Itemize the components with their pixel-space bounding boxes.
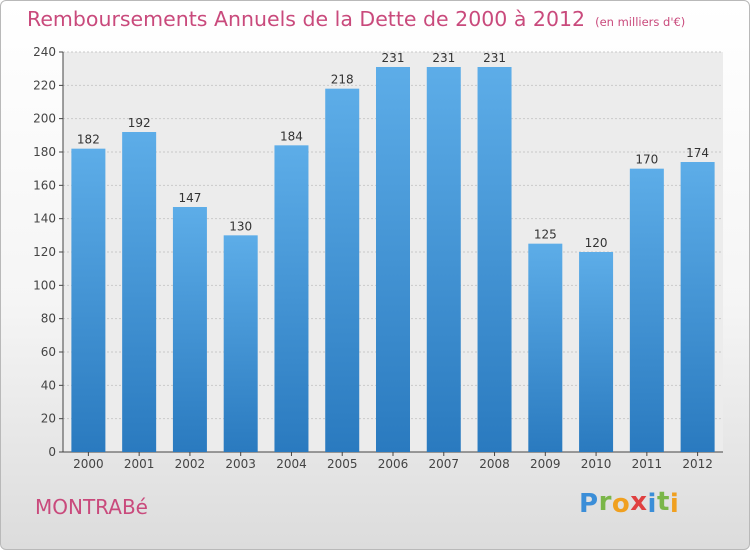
logo-letter: x [630, 487, 648, 517]
bar [325, 88, 360, 453]
bar [680, 162, 715, 452]
y-tick-label: 220 [33, 78, 56, 92]
y-tick-label: 180 [33, 145, 56, 159]
data-label: 147 [178, 191, 201, 205]
bar [629, 168, 664, 452]
logo-letter: i [669, 489, 680, 519]
y-tick-label: 160 [33, 178, 56, 192]
data-label: 174 [686, 146, 709, 160]
y-tick-label: 80 [41, 312, 56, 326]
data-label: 231 [382, 51, 405, 65]
y-tick-label: 60 [41, 345, 56, 359]
data-label: 192 [128, 116, 151, 130]
x-tick-label: 2000 [73, 457, 104, 471]
y-tick-label: 100 [33, 278, 56, 292]
y-tick-label: 140 [33, 212, 56, 226]
data-label: 125 [534, 228, 557, 242]
bar [274, 145, 309, 453]
y-tick-label: 200 [33, 112, 56, 126]
y-tick-label: 240 [33, 45, 56, 59]
x-tick-label: 2011 [632, 457, 663, 471]
x-tick-label: 2008 [479, 457, 510, 471]
logo-letter: o [611, 489, 631, 519]
bar [223, 235, 258, 452]
bar [579, 252, 614, 452]
x-tick-label: 2010 [581, 457, 612, 471]
bar [71, 148, 106, 452]
x-tick-label: 2003 [225, 457, 256, 471]
x-tick-label: 2012 [682, 457, 713, 471]
x-tick-label: 2005 [327, 457, 358, 471]
bar [172, 207, 207, 452]
logo-letter: t [656, 487, 670, 517]
x-tick-label: 2002 [175, 457, 206, 471]
bar [122, 132, 157, 452]
data-label: 231 [483, 51, 506, 65]
chart-subtitle: (en milliers d'€) [595, 15, 686, 29]
data-label: 130 [229, 219, 252, 233]
y-tick-label: 120 [33, 245, 56, 259]
proxiti-logo: Proxiti [579, 487, 680, 519]
x-tick-label: 2004 [276, 457, 307, 471]
chart-title-text: Remboursements Annuels de la Dette de 20… [27, 7, 586, 31]
x-tick-label: 2009 [530, 457, 561, 471]
y-tick-label: 40 [41, 378, 56, 392]
data-label: 170 [635, 153, 658, 167]
data-label: 120 [585, 236, 608, 250]
bar [528, 243, 563, 452]
logo-letter: P [579, 489, 599, 519]
y-tick-label: 20 [41, 412, 56, 426]
commune-name: MONTRABé [35, 495, 148, 519]
logo-letter: i [647, 489, 657, 519]
bar [376, 67, 410, 452]
x-tick-label: 2007 [428, 457, 459, 471]
y-tick-label: 0 [48, 445, 56, 459]
x-tick-label: 2001 [124, 457, 155, 471]
logo-letter: r [598, 487, 612, 517]
data-label: 218 [331, 73, 354, 87]
bar [426, 67, 461, 452]
data-label: 184 [280, 129, 303, 143]
chart-title: Remboursements Annuels de la Dette de 20… [27, 7, 685, 31]
x-tick-label: 2006 [378, 457, 409, 471]
bar [477, 67, 512, 452]
data-label: 182 [77, 133, 100, 147]
data-label: 231 [432, 51, 455, 65]
